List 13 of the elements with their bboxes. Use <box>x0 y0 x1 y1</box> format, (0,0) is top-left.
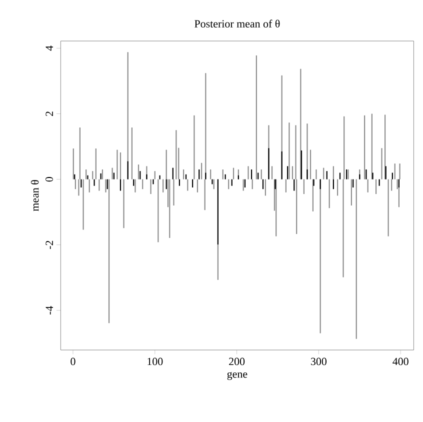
y-axis-title: mean θ <box>30 180 39 212</box>
x-tick-label: 200 <box>229 358 245 366</box>
chart-title: Posterior mean of θ <box>194 20 280 28</box>
y-tick-label: 2 <box>46 112 53 116</box>
y-tick-label: -2 <box>46 240 53 249</box>
x-tick-label: 400 <box>392 358 408 366</box>
x-tick-label: 300 <box>311 358 326 366</box>
y-tick-label: 0 <box>46 176 53 182</box>
x-axis-title: gene <box>227 372 248 380</box>
x-tick-label: 100 <box>148 358 163 366</box>
x-tick-label: 0 <box>70 358 76 366</box>
y-tick-label: -4 <box>46 306 53 315</box>
y-tick-label: 4 <box>46 46 53 51</box>
